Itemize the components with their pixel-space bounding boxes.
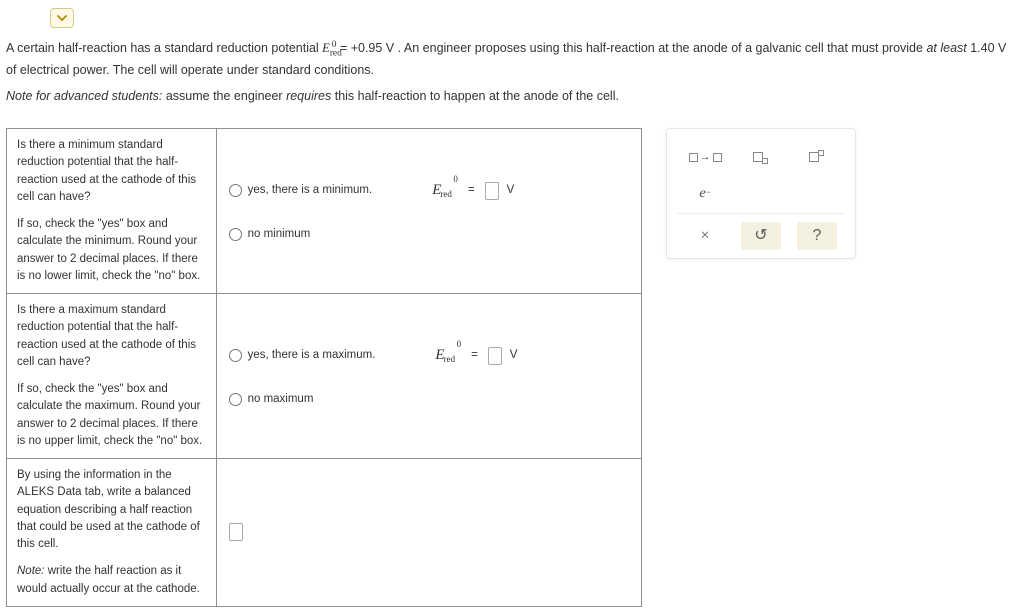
ered-max-expression: Ered = V	[435, 344, 517, 367]
radio-input[interactable]	[229, 228, 242, 241]
table-row-equation: By using the information in the ALEKS Da…	[7, 459, 642, 607]
expand-toggle[interactable]	[50, 8, 74, 28]
at-least: at least	[926, 41, 966, 55]
tool-spacer-1	[743, 178, 779, 208]
max-value-input[interactable]	[488, 347, 502, 365]
radio-label: no maximum	[248, 391, 314, 408]
radio-label: no minimum	[248, 226, 311, 243]
close-button[interactable]: ×	[685, 222, 725, 250]
symbol-toolbox: → e− × ↺ ?	[666, 128, 856, 259]
tool-sub-box[interactable]	[743, 142, 779, 172]
radio-yes-minimum[interactable]: yes, there is a minimum.	[229, 182, 373, 199]
table-row-maximum: Is there a maximum standard reduction po…	[7, 294, 642, 459]
question-table: Is there a minimum standard reduction po…	[6, 128, 642, 607]
tool-box-arrow-box[interactable]: →	[687, 142, 723, 172]
help-icon: ?	[813, 224, 822, 248]
arrow-icon: →	[700, 149, 711, 166]
prompt-text: By using the information in the ALEKS Da…	[17, 467, 206, 553]
note-tail: this half-reaction to happen at the anod…	[335, 89, 619, 103]
prompt-instructions: If so, check the "yes" box and calculate…	[17, 216, 206, 285]
radio-input[interactable]	[229, 184, 242, 197]
prompt-text: Is there a minimum standard reduction po…	[17, 137, 206, 206]
unit-label: V	[507, 182, 515, 199]
prompt-maximum: Is there a maximum standard reduction po…	[7, 294, 217, 459]
radio-no-minimum[interactable]: no minimum	[229, 226, 311, 243]
ered-value: = +0.95 V	[340, 41, 394, 55]
reset-button[interactable]: ↺	[741, 222, 781, 250]
reset-icon: ↺	[754, 224, 767, 248]
toolbox-separator	[677, 213, 845, 214]
intro-text-2: . An engineer proposes using this half-r…	[398, 41, 927, 55]
note-requires: requires	[286, 89, 331, 103]
tool-electron[interactable]: e−	[687, 178, 723, 208]
note-body: assume the engineer	[166, 89, 286, 103]
radio-label: yes, there is a minimum.	[248, 182, 373, 199]
radio-label: yes, there is a maximum.	[248, 347, 376, 364]
note-prefix: Note for advanced students:	[6, 89, 162, 103]
tool-spacer-2	[799, 178, 835, 208]
equation-input[interactable]	[229, 523, 243, 541]
note-text: write the half reaction as it would actu…	[17, 565, 200, 594]
radio-yes-maximum[interactable]: yes, there is a maximum.	[229, 347, 376, 364]
radio-input[interactable]	[229, 349, 242, 362]
prompt-equation: By using the information in the ALEKS Da…	[7, 459, 217, 607]
prompt-text: Is there a maximum standard reduction po…	[17, 302, 206, 371]
prompt-minimum: Is there a minimum standard reduction po…	[7, 129, 217, 294]
tool-sup-box[interactable]	[799, 142, 835, 172]
min-value-input[interactable]	[485, 182, 499, 200]
answer-minimum: yes, there is a minimum. Ered = V no min…	[216, 129, 641, 294]
table-row-minimum: Is there a minimum standard reduction po…	[7, 129, 642, 294]
unit-label: V	[510, 347, 518, 364]
prompt-instructions: If so, check the "yes" box and calculate…	[17, 381, 206, 450]
help-button[interactable]: ?	[797, 222, 837, 250]
answer-equation	[216, 459, 641, 607]
radio-input[interactable]	[229, 393, 242, 406]
note-label: Note:	[17, 565, 45, 577]
intro-text-1: A certain half-reaction has a standard r…	[6, 41, 322, 55]
ered-min-expression: Ered = V	[432, 179, 514, 202]
radio-no-maximum[interactable]: no maximum	[229, 391, 314, 408]
answer-maximum: yes, there is a maximum. Ered = V no max…	[216, 294, 641, 459]
chevron-down-icon	[56, 12, 68, 24]
problem-statement: A certain half-reaction has a standard r…	[6, 38, 1007, 106]
ered-symbol: Ered0	[322, 41, 336, 55]
close-icon: ×	[700, 224, 709, 248]
